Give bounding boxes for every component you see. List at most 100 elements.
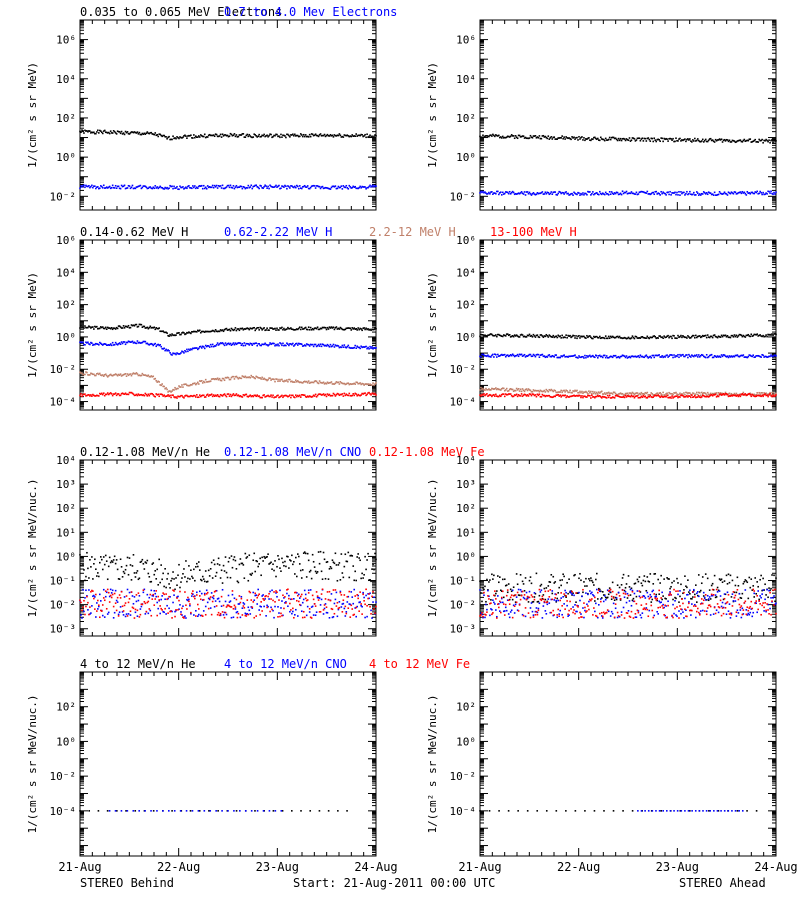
data-point xyxy=(332,343,335,346)
data-point xyxy=(740,334,743,337)
data-point xyxy=(721,392,724,395)
data-point xyxy=(620,139,623,142)
data-point xyxy=(601,393,604,395)
data-point xyxy=(631,391,634,394)
data-point xyxy=(733,355,736,358)
data-point xyxy=(593,392,595,395)
data-point xyxy=(324,344,327,347)
data-point xyxy=(658,192,660,195)
data-point xyxy=(663,395,665,398)
data-point xyxy=(707,356,710,358)
data-point xyxy=(375,347,377,349)
data-point xyxy=(207,380,210,383)
data-point xyxy=(268,187,270,190)
data-point xyxy=(756,394,758,397)
data-point xyxy=(585,356,587,359)
data-point xyxy=(528,393,531,395)
data-point xyxy=(727,393,730,395)
data-point xyxy=(150,375,153,377)
data-point xyxy=(369,345,371,348)
data-point xyxy=(490,191,492,193)
data-point xyxy=(760,391,762,394)
data-point xyxy=(300,134,303,136)
data-point xyxy=(114,184,117,187)
data-point xyxy=(374,327,376,329)
data-point xyxy=(549,396,552,398)
data-point xyxy=(308,328,311,331)
data-point xyxy=(305,328,308,331)
data-point xyxy=(125,341,128,344)
data-point xyxy=(596,391,598,394)
data-point xyxy=(146,559,149,562)
data-point xyxy=(549,335,552,337)
data-point xyxy=(344,346,347,348)
data-point xyxy=(343,186,346,188)
data-point xyxy=(108,185,111,188)
data-point xyxy=(522,335,525,338)
data-point xyxy=(690,193,692,195)
data-point xyxy=(87,394,89,396)
data-point xyxy=(251,327,254,330)
data-point xyxy=(94,374,96,377)
data-point xyxy=(268,329,270,331)
data-point xyxy=(312,345,315,348)
data-point xyxy=(324,135,327,138)
data-point xyxy=(539,354,542,356)
data-point xyxy=(725,356,728,358)
data-point xyxy=(169,394,171,397)
data-point xyxy=(220,342,223,345)
data-point xyxy=(702,335,705,337)
data-point xyxy=(184,333,186,336)
data-point xyxy=(594,356,596,359)
data-point xyxy=(639,393,642,396)
data-point xyxy=(664,356,666,358)
data-point xyxy=(645,140,648,142)
data-point xyxy=(197,330,200,332)
data-point xyxy=(485,393,487,396)
data-point xyxy=(566,390,568,392)
data-point xyxy=(311,395,314,398)
data-point xyxy=(519,136,522,138)
data-point xyxy=(176,332,178,335)
data-point xyxy=(722,192,725,195)
data-point xyxy=(530,355,533,358)
data-point xyxy=(97,343,99,345)
data-point xyxy=(120,184,123,187)
data-point xyxy=(572,194,574,196)
data-point xyxy=(208,133,211,136)
data-point xyxy=(667,356,669,358)
data-point xyxy=(201,575,204,578)
data-point xyxy=(686,190,688,193)
data-point xyxy=(713,334,716,336)
data-point xyxy=(637,355,640,357)
data-point xyxy=(772,355,774,358)
data-point xyxy=(153,187,156,190)
data-point xyxy=(750,395,753,398)
data-point xyxy=(709,394,712,396)
data-point xyxy=(727,336,730,339)
data-point xyxy=(200,579,203,582)
data-point xyxy=(495,134,497,136)
data-point xyxy=(536,192,539,194)
data-point xyxy=(540,354,543,356)
data-point xyxy=(706,193,709,196)
data-point xyxy=(663,335,665,337)
data-point xyxy=(636,392,639,394)
data-point xyxy=(284,344,286,347)
data-point xyxy=(578,355,580,357)
data-point xyxy=(696,396,698,398)
data-point xyxy=(317,135,320,138)
data-point xyxy=(270,343,272,346)
data-point xyxy=(696,139,698,142)
data-point xyxy=(541,191,544,193)
data-point xyxy=(711,392,714,395)
data-point xyxy=(497,135,499,137)
data-point xyxy=(282,185,284,188)
data-point xyxy=(330,186,333,189)
data-point xyxy=(271,186,273,188)
data-point xyxy=(553,356,556,358)
data-point xyxy=(630,355,633,358)
y-tick-label: 10⁴ xyxy=(456,73,476,86)
data-point xyxy=(281,136,283,138)
data-point xyxy=(686,354,688,356)
